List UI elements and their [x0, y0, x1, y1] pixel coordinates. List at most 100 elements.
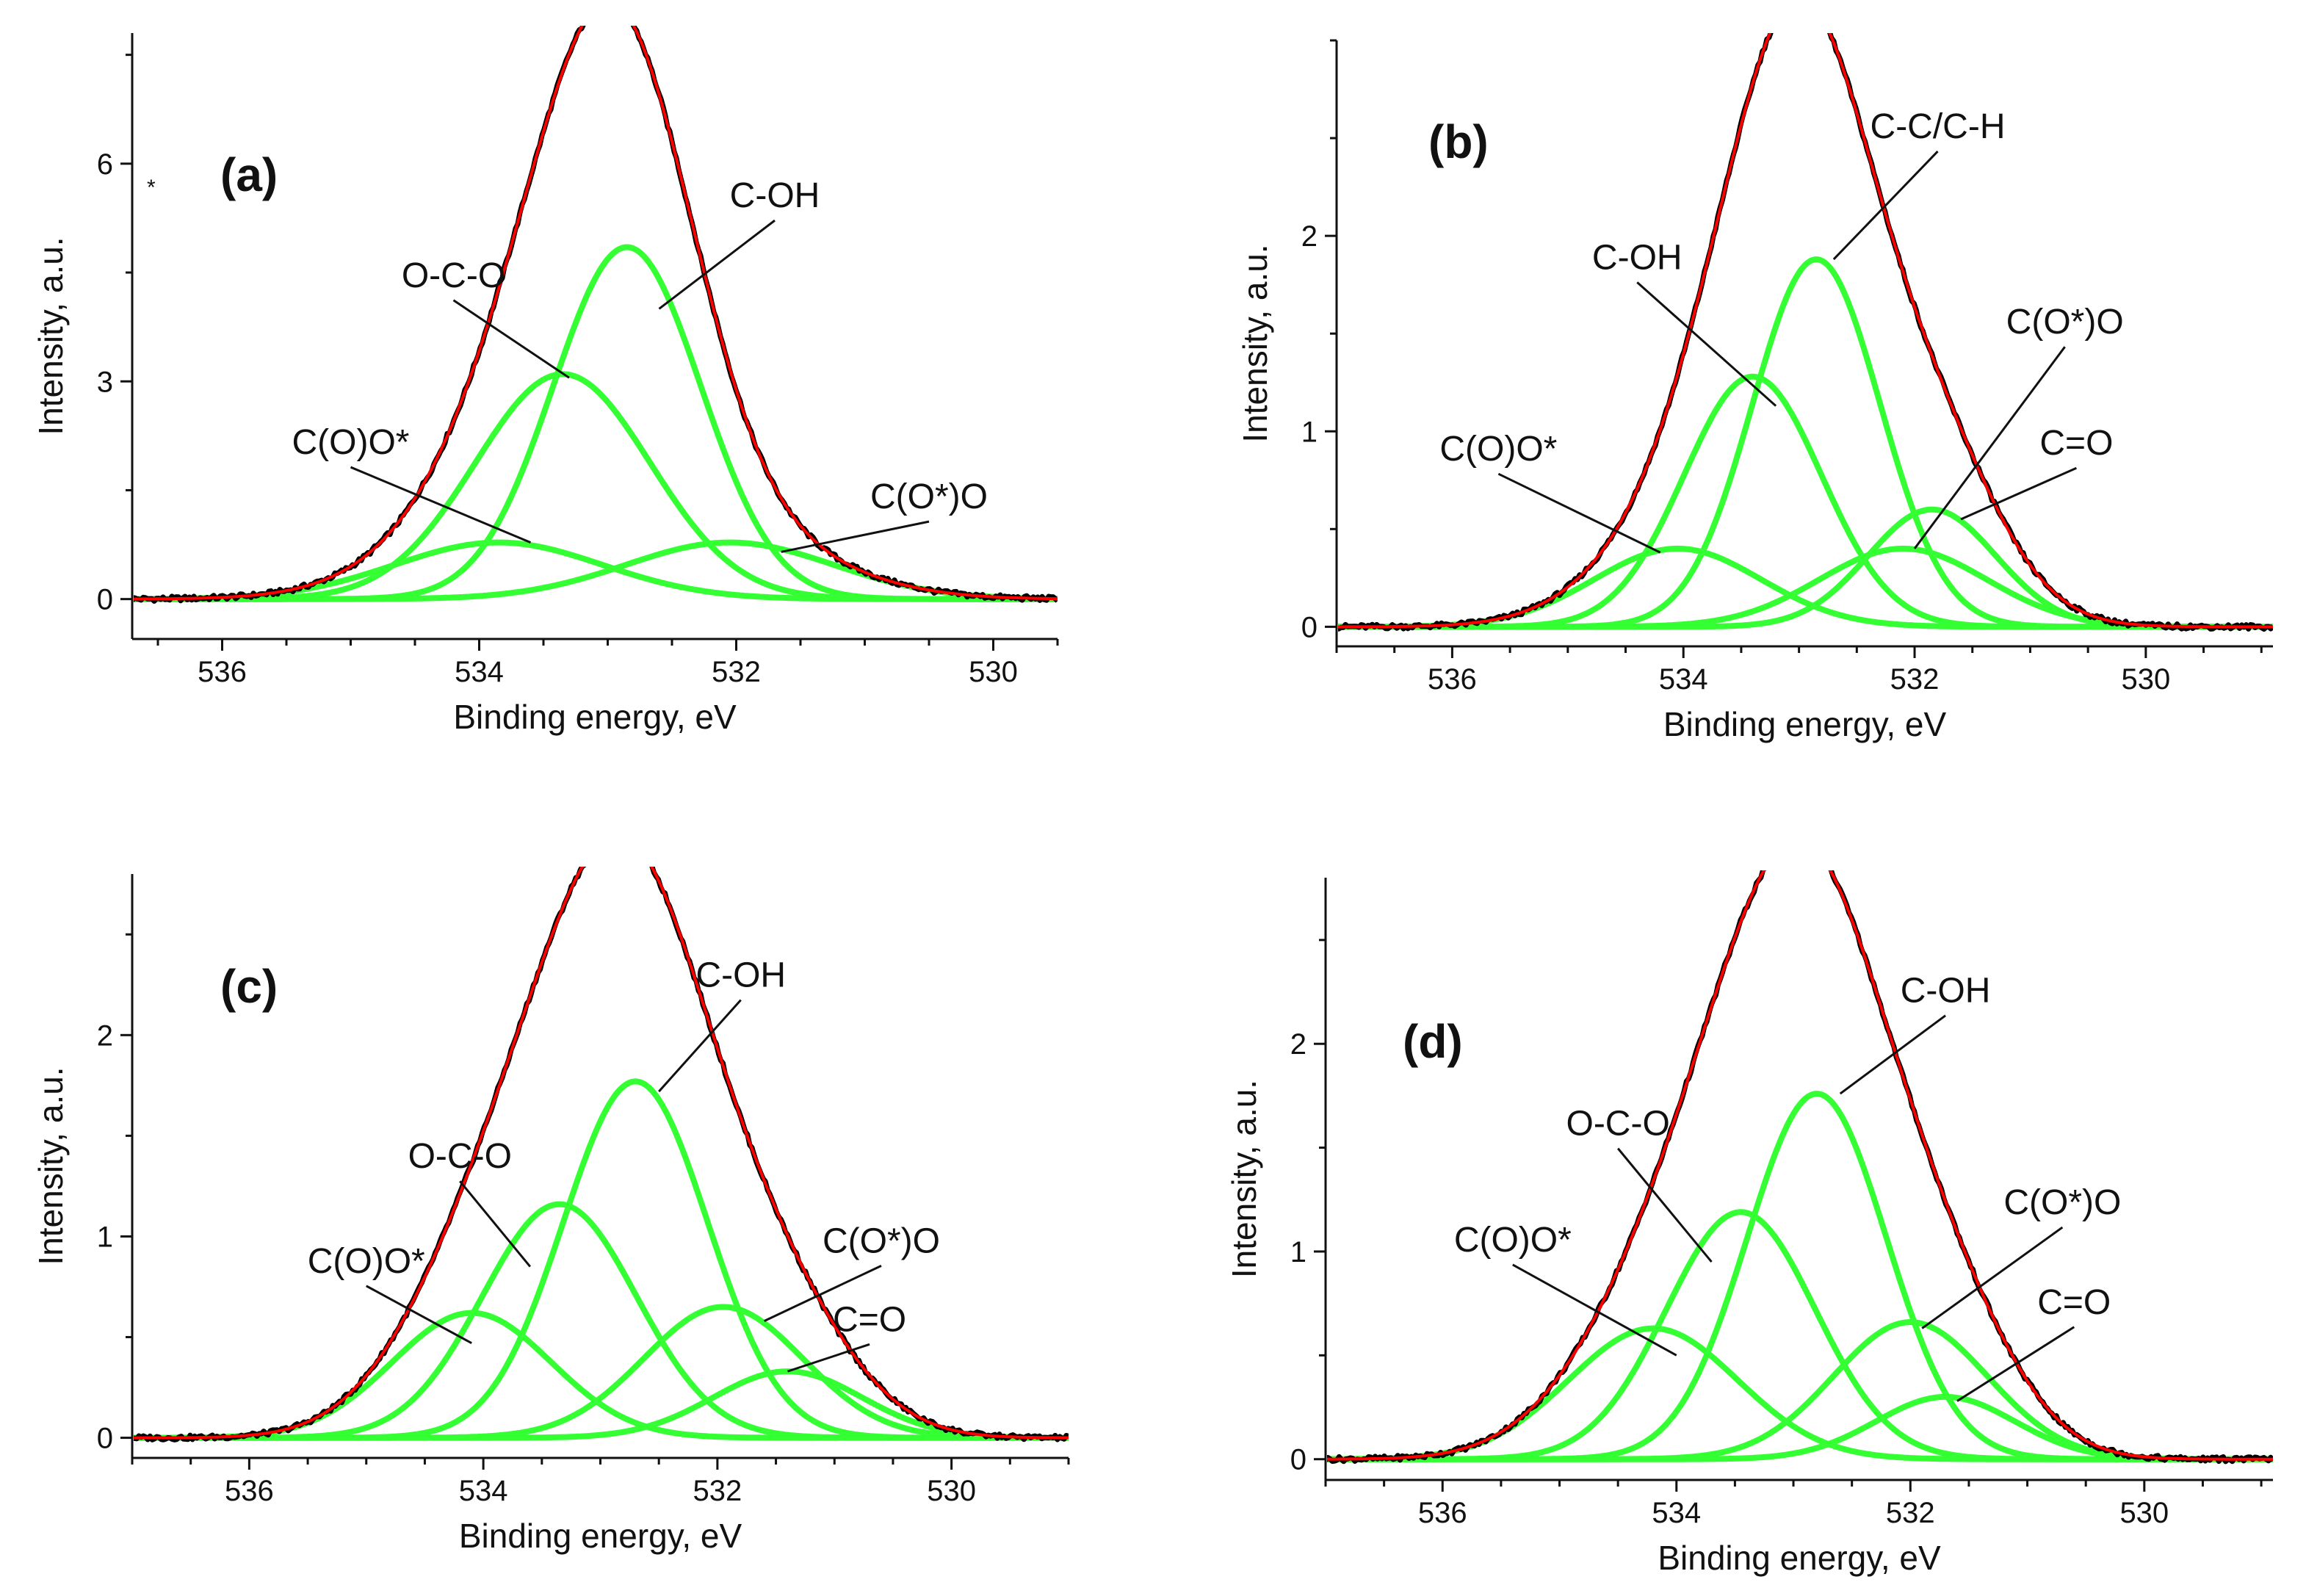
x-axis-label: Binding energy, eV: [1658, 1539, 1941, 1577]
experimental-curve: [134, 867, 1069, 1442]
envelope-fit-curve: [1338, 33, 2273, 629]
peak-label: C-OH: [730, 176, 820, 215]
annotation-leader-line: [1497, 472, 1661, 554]
x-tick-label: 536: [1428, 663, 1477, 696]
panel-b: 536 534 532 530 0 1 2 Binding energy, eV Intensi…: [1236, 33, 2273, 743]
plot-area: [1338, 33, 2273, 632]
annotation-leader-line: [1839, 1014, 1946, 1095]
component-curve-c-o-o: [1338, 545, 2273, 630]
x-tick-label: 530: [2121, 663, 2170, 696]
y-tick-label: 0: [1290, 1444, 1306, 1476]
peak-label: O-C-O: [402, 256, 505, 295]
x-tick-label: 530: [969, 656, 1018, 688]
peak-label: C(O*)O: [2003, 1183, 2121, 1222]
peak-label: O-C-O: [1566, 1105, 1669, 1144]
annotation-leader-line: [763, 1265, 882, 1322]
component-curve-c-o: [134, 1368, 1069, 1441]
x-axis-label: Binding energy, eV: [453, 698, 737, 736]
annotation-leader-line: [658, 219, 776, 310]
y-axis-label: Intensity, a.u.: [32, 1066, 70, 1265]
x-tick-label: 530: [2119, 1497, 2169, 1529]
x-tick-label: 536: [1418, 1497, 1467, 1529]
component-curve-c-oh: [134, 244, 1058, 602]
y-tick-label: 1: [1290, 1236, 1306, 1268]
peak-label: O-C-O: [408, 1137, 512, 1176]
peak-label: C-OH: [1901, 972, 1991, 1011]
experimental-curve: [1338, 33, 2273, 632]
y-tick-label: 1: [97, 1221, 113, 1253]
peak-label: C-C/C-H: [1871, 107, 2006, 146]
peak-label: C-OH: [1592, 238, 1682, 277]
panel-a: 536 534 532 530 0 3 6 Binding energy, eV Intensi…: [32, 26, 1059, 736]
annotation-leader-line: [1616, 1147, 1713, 1263]
annotation-leader-line: [366, 1285, 472, 1345]
annotation-leader-line: [1832, 151, 1939, 261]
panel-letter: (c): [220, 960, 278, 1013]
panel-letter: (d): [1403, 1015, 1463, 1068]
y-tick-label: 2: [97, 1019, 113, 1052]
y-tick-label: 0: [1301, 611, 1318, 643]
x-tick-label: 532: [712, 656, 761, 688]
annotation-leader-line: [787, 1343, 870, 1373]
x-axis-label: Binding energy, eV: [1663, 705, 1947, 743]
peak-label: C=O: [833, 1300, 906, 1339]
annotation-leader-line: [350, 466, 532, 544]
component-curve-c-o-o: [1327, 1319, 2273, 1462]
peak-label: C-OH: [695, 956, 786, 995]
panel-d: 536 534 532 530 0 1 2 Binding energy, eV Intensi…: [1225, 870, 2273, 1577]
x-tick-label: 532: [693, 1475, 742, 1507]
y-tick-label: 0: [97, 584, 113, 616]
annotation-leader-line: [1960, 466, 2078, 521]
x-tick-label: 530: [927, 1475, 976, 1507]
y-tick-label: 2: [1301, 220, 1318, 253]
panel-c: 536 534 532 530 0 1 2 Binding energy, eV Intensi…: [32, 867, 1070, 1555]
y-tick-label: 0: [97, 1423, 113, 1455]
annotation-leader-line: [1921, 1226, 2064, 1329]
x-axis-label: Binding energy, eV: [459, 1517, 742, 1555]
annotation-leader-line: [1636, 281, 1777, 407]
stray-asterisk-mark: *: [147, 176, 156, 200]
y-axis-label: Intensity, a.u.: [32, 236, 70, 435]
peak-label: C(O)O*: [1454, 1221, 1572, 1260]
y-tick-label: 3: [97, 366, 113, 398]
component-curve-c-o-o-: [134, 1310, 1069, 1441]
plot-area: [1327, 870, 2273, 1465]
annotation-leader-line: [1956, 1326, 2075, 1402]
annotation-leader-line: [1913, 346, 2066, 549]
x-tick-label: 536: [198, 656, 247, 688]
y-tick-label: 2: [1290, 1028, 1306, 1061]
annotation-leader-line: [658, 999, 742, 1093]
peak-label: C=O: [2037, 1283, 2111, 1322]
y-tick-label: 1: [1301, 416, 1318, 448]
peak-label: C(O)O*: [292, 423, 410, 462]
peak-label: C(O*)O: [2006, 303, 2124, 342]
envelope-fit-curve: [1327, 870, 2273, 1461]
x-tick-label: 534: [455, 656, 504, 688]
x-tick-label: 534: [1659, 663, 1708, 696]
envelope-fit-curve: [134, 26, 1058, 601]
panel-letter: (b): [1428, 115, 1489, 168]
peak-label: C(O*)O: [870, 477, 988, 516]
peak-label: C(O*)O: [823, 1221, 940, 1260]
component-curve-c-o-o: [134, 1304, 1069, 1441]
y-axis-label: Intensity, a.u.: [1236, 244, 1274, 442]
component-curve-c-o-o-: [1327, 1325, 2273, 1462]
plot-area: [134, 867, 1069, 1442]
x-tick-label: 534: [459, 1475, 508, 1507]
y-tick-label: 6: [97, 148, 113, 181]
annotation-leader-line: [452, 299, 570, 379]
y-axis-label: Intensity, a.u.: [1225, 1080, 1263, 1278]
envelope-fit-curve: [134, 867, 1069, 1440]
x-tick-label: 532: [1886, 1497, 1935, 1529]
peak-label: C=O: [2039, 424, 2113, 463]
component-curve-c-o: [1338, 506, 2273, 630]
peak-label: C(O)O*: [308, 1242, 425, 1281]
panel-letter: (a): [220, 148, 278, 201]
annotation-leader-line: [781, 520, 930, 553]
plot-area: [134, 26, 1058, 604]
x-tick-label: 536: [225, 1475, 274, 1507]
x-tick-label: 534: [1652, 1497, 1701, 1529]
experimental-curve: [1327, 870, 2273, 1465]
peak-label: C(O)O*: [1439, 430, 1557, 469]
